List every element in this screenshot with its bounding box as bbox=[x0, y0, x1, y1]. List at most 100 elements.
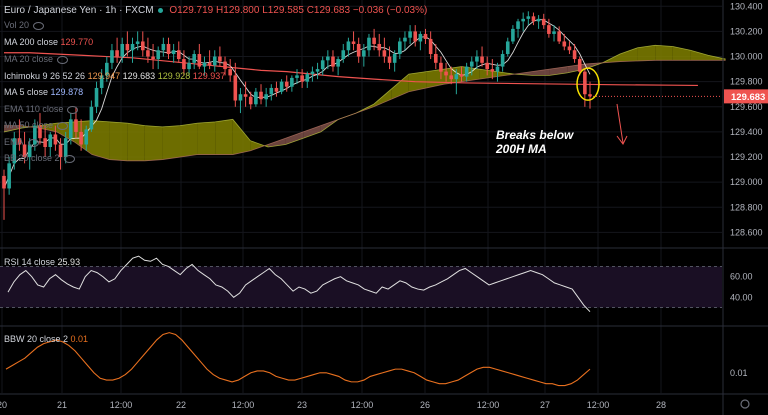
price-axis-tick-label: 128.600 bbox=[730, 227, 763, 237]
eye-icon[interactable] bbox=[57, 121, 69, 130]
candle-body bbox=[433, 54, 438, 63]
ohlc-high: H129.800 bbox=[216, 5, 260, 16]
ichimoku-cloud-segment bbox=[426, 69, 444, 88]
candle-body bbox=[187, 62, 191, 70]
candle-body bbox=[300, 75, 304, 82]
time-axis-tick-label: 23 bbox=[297, 400, 307, 410]
candle-body bbox=[531, 16, 536, 22]
candle-body bbox=[541, 18, 546, 26]
price-axis-tick-label: 128.800 bbox=[730, 202, 763, 212]
rsi-legend[interactable]: RSI 14 close 25.93 bbox=[4, 257, 80, 268]
moving-average-lines bbox=[3, 18, 698, 189]
candle-body bbox=[326, 56, 330, 61]
candle-body bbox=[557, 31, 561, 42]
time-axis-tick-label: 21 bbox=[57, 400, 67, 410]
candle-body bbox=[362, 50, 366, 57]
ohlc-change: −0.036 (−0.03%) bbox=[352, 5, 428, 16]
time-axis-tick-label: 12:00 bbox=[587, 400, 610, 410]
legend-ma5[interactable]: MA 5 close 129.878 bbox=[4, 87, 83, 98]
candle-body bbox=[94, 87, 99, 107]
ichimoku-cloud-segment bbox=[655, 45, 673, 61]
candle-body bbox=[464, 66, 469, 77]
candle-body bbox=[387, 56, 392, 63]
breakdown-highlight-circle bbox=[576, 67, 600, 101]
eye-icon[interactable] bbox=[63, 154, 75, 163]
time-axis-tick-label: 12:00 bbox=[351, 400, 374, 410]
bbw-legend[interactable]: BBW 20 close 2 0.01 bbox=[4, 334, 88, 345]
legend-ma5-value: 129.878 bbox=[50, 87, 84, 97]
candle-body bbox=[99, 75, 104, 88]
ichimoku-cloud-segment bbox=[109, 121, 128, 161]
legend-ma50[interactable]: MA 50 close bbox=[4, 120, 69, 131]
candle-body bbox=[192, 54, 196, 63]
candle-body bbox=[22, 144, 27, 158]
candle-body bbox=[125, 43, 130, 51]
candle-body bbox=[567, 46, 572, 51]
candle-body bbox=[331, 56, 335, 67]
price-axis-tick-label: 129.200 bbox=[730, 152, 763, 162]
ichimoku-cloud-segment bbox=[144, 125, 163, 161]
legend-ema110[interactable]: EMA 110 close bbox=[4, 104, 79, 115]
time-axis-tick-label: 26 bbox=[420, 400, 430, 410]
candle-body bbox=[398, 41, 402, 55]
grid bbox=[0, 0, 722, 393]
candle-body bbox=[485, 62, 489, 70]
market-status-dot bbox=[157, 7, 163, 13]
legend-ichimoku[interactable]: Ichimoku 9 26 52 26 129.947 129.683 129.… bbox=[4, 71, 225, 82]
candle-body bbox=[69, 119, 73, 139]
bbw-line bbox=[5, 332, 591, 387]
time-axis-tick-label: 12:00 bbox=[110, 400, 133, 410]
candle-body bbox=[480, 56, 484, 63]
ichimoku-cloud-segment bbox=[373, 89, 392, 107]
candle-body bbox=[84, 129, 89, 145]
candle-body bbox=[454, 74, 459, 80]
price-axis-tick-label: 129.800 bbox=[730, 77, 763, 87]
candle-body bbox=[269, 87, 274, 95]
ichimoku-cloud-segment bbox=[232, 119, 251, 155]
ichimoku-cloud-segment bbox=[620, 47, 638, 62]
candle-body bbox=[351, 41, 356, 44]
candle-body bbox=[7, 163, 11, 189]
rsi-label: RSI 14 close bbox=[4, 257, 56, 267]
legend-bb[interactable]: BB 20 close 2 bbox=[4, 153, 75, 164]
ichimoku-cloud-segment bbox=[197, 121, 216, 155]
candle-body bbox=[341, 50, 346, 60]
eye-icon[interactable] bbox=[57, 55, 69, 64]
candle-body bbox=[120, 43, 125, 57]
ichimoku-cloud-segment bbox=[127, 123, 145, 161]
candle-body bbox=[43, 138, 47, 147]
legend-vol[interactable]: Vol 20 bbox=[4, 20, 45, 31]
legend-ema-label: EMA bbox=[4, 137, 24, 147]
bbw-label: BBW 20 close 2 bbox=[4, 334, 69, 344]
bbw-axis-tick-label: 0.01 bbox=[730, 368, 748, 378]
candle-body bbox=[511, 28, 515, 42]
legend-ma200[interactable]: MA 200 close 129.770 bbox=[4, 37, 93, 48]
eye-icon[interactable] bbox=[33, 21, 45, 30]
candle-body bbox=[382, 50, 387, 57]
candle-body bbox=[367, 37, 371, 51]
candle-body bbox=[74, 119, 78, 132]
symbol-legend: Euro / Japanese Yen · 1h · FXCM O129.719… bbox=[4, 5, 427, 16]
legend-ma20-label: MA 20 close bbox=[4, 54, 54, 64]
legend-ma20[interactable]: MA 20 close bbox=[4, 54, 69, 65]
candle-body bbox=[63, 138, 68, 158]
legend-ichimoku-value: 129.937 bbox=[192, 71, 226, 81]
candle-body bbox=[115, 50, 119, 57]
legend-ma200-label: MA 200 close bbox=[4, 37, 59, 47]
candle-body bbox=[423, 33, 428, 39]
symbol-title: Euro / Japanese Yen · 1h · FXCM bbox=[4, 5, 154, 16]
down-arrow-head bbox=[616, 135, 628, 145]
legend-bb-label: BB 20 close 2 bbox=[4, 153, 60, 163]
candle-body bbox=[310, 71, 315, 75]
rsi-value: 25.93 bbox=[57, 257, 81, 267]
legend-ichimoku-value: 129.947 bbox=[87, 71, 121, 81]
candle-body bbox=[577, 59, 582, 72]
legend-ichimoku-value: 129.683 bbox=[122, 71, 156, 81]
eye-icon[interactable] bbox=[67, 105, 79, 114]
legend-ema110-label: EMA 110 close bbox=[4, 104, 64, 114]
eye-icon[interactable] bbox=[27, 138, 39, 147]
legend-ema[interactable]: EMA bbox=[4, 137, 39, 148]
candle-body bbox=[27, 144, 32, 158]
candle-body bbox=[156, 50, 161, 60]
